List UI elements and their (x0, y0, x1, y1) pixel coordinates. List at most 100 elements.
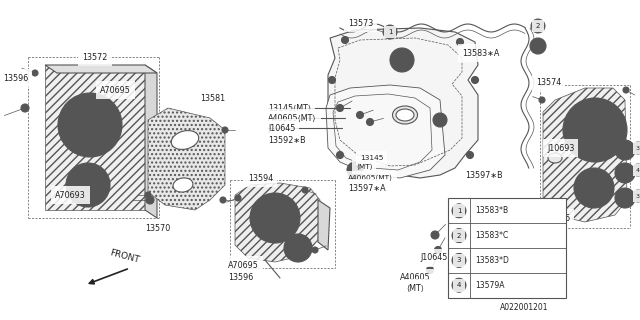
Polygon shape (145, 65, 157, 218)
Circle shape (537, 212, 543, 218)
Polygon shape (326, 85, 445, 178)
Ellipse shape (548, 153, 562, 163)
Text: A022001201: A022001201 (500, 303, 548, 313)
Circle shape (452, 204, 466, 218)
Circle shape (145, 192, 151, 198)
Text: 13574: 13574 (536, 77, 561, 86)
Text: 13583*D: 13583*D (475, 256, 509, 265)
Circle shape (632, 164, 640, 176)
Circle shape (587, 122, 603, 138)
Text: J10645: J10645 (268, 124, 296, 132)
Circle shape (269, 212, 281, 224)
Text: 4: 4 (636, 167, 640, 172)
Circle shape (433, 113, 447, 127)
Text: 13572: 13572 (83, 52, 108, 61)
Circle shape (290, 240, 306, 256)
Circle shape (235, 195, 241, 201)
Text: ⟨MT⟩: ⟨MT⟩ (462, 284, 480, 292)
Circle shape (632, 142, 640, 154)
Circle shape (619, 192, 631, 204)
Text: A40605⟨MT⟩: A40605⟨MT⟩ (348, 175, 393, 181)
Polygon shape (318, 200, 330, 250)
Text: 3: 3 (636, 194, 640, 198)
Polygon shape (543, 88, 627, 222)
Circle shape (452, 253, 466, 268)
Text: J10645: J10645 (420, 253, 447, 262)
Circle shape (32, 70, 38, 76)
Text: 13145: 13145 (360, 155, 383, 161)
Text: 13583∗A: 13583∗A (462, 49, 499, 58)
Text: 1: 1 (388, 29, 392, 35)
Circle shape (632, 190, 640, 202)
Text: A40605: A40605 (400, 274, 431, 283)
Circle shape (615, 188, 635, 208)
Circle shape (472, 76, 479, 84)
Text: 13594: 13594 (248, 173, 273, 182)
Circle shape (356, 111, 364, 118)
Circle shape (573, 108, 617, 152)
Circle shape (383, 25, 397, 39)
Polygon shape (235, 183, 320, 262)
Circle shape (58, 93, 122, 157)
Text: 4: 4 (457, 282, 461, 288)
FancyBboxPatch shape (448, 198, 566, 298)
Text: 13145⟨MT⟩: 13145⟨MT⟩ (268, 103, 311, 113)
Polygon shape (45, 65, 145, 210)
Circle shape (347, 162, 363, 178)
Ellipse shape (172, 131, 199, 149)
Circle shape (395, 53, 409, 67)
Text: A40605⟨MT⟩: A40605⟨MT⟩ (268, 114, 317, 123)
Circle shape (539, 97, 545, 103)
Text: 13570: 13570 (145, 223, 170, 233)
Circle shape (615, 140, 635, 160)
Ellipse shape (173, 178, 193, 192)
Circle shape (220, 197, 226, 203)
Text: FRONT: FRONT (109, 248, 141, 265)
Circle shape (367, 118, 374, 125)
Text: 13592∗A: 13592∗A (468, 244, 506, 252)
Circle shape (66, 163, 110, 207)
Text: 13583*B: 13583*B (475, 206, 508, 215)
Circle shape (452, 278, 466, 292)
Polygon shape (148, 108, 225, 210)
Polygon shape (328, 28, 478, 178)
Circle shape (284, 234, 312, 262)
Text: 13579A: 13579A (475, 281, 504, 290)
Circle shape (350, 165, 360, 175)
Circle shape (250, 193, 300, 243)
Circle shape (390, 48, 414, 72)
Circle shape (623, 87, 629, 93)
Text: J10693: J10693 (547, 143, 574, 153)
Text: A70693: A70693 (55, 190, 86, 199)
Circle shape (337, 105, 344, 111)
Circle shape (534, 42, 542, 50)
Text: 13596: 13596 (228, 274, 253, 283)
Circle shape (452, 228, 466, 243)
Circle shape (467, 151, 474, 158)
Circle shape (436, 116, 444, 124)
Ellipse shape (392, 106, 417, 124)
Circle shape (74, 171, 102, 199)
Circle shape (435, 246, 442, 253)
Circle shape (615, 163, 635, 183)
Ellipse shape (396, 109, 414, 121)
Circle shape (451, 275, 458, 282)
Circle shape (619, 144, 631, 156)
Circle shape (456, 259, 463, 266)
Text: 13596: 13596 (3, 74, 28, 83)
Text: 3: 3 (636, 146, 640, 150)
Circle shape (619, 167, 631, 179)
Text: 13588A: 13588A (465, 220, 495, 229)
Text: 13592∗B: 13592∗B (268, 135, 306, 145)
Circle shape (431, 231, 439, 239)
Circle shape (530, 38, 546, 54)
Circle shape (222, 127, 228, 133)
Circle shape (426, 267, 433, 274)
Text: 3: 3 (457, 257, 461, 263)
Circle shape (342, 36, 349, 44)
Text: 13145: 13145 (458, 274, 483, 283)
Circle shape (312, 247, 318, 253)
Text: 13597∗A: 13597∗A (348, 183, 386, 193)
Text: A70695: A70695 (100, 85, 131, 94)
Circle shape (259, 202, 291, 234)
